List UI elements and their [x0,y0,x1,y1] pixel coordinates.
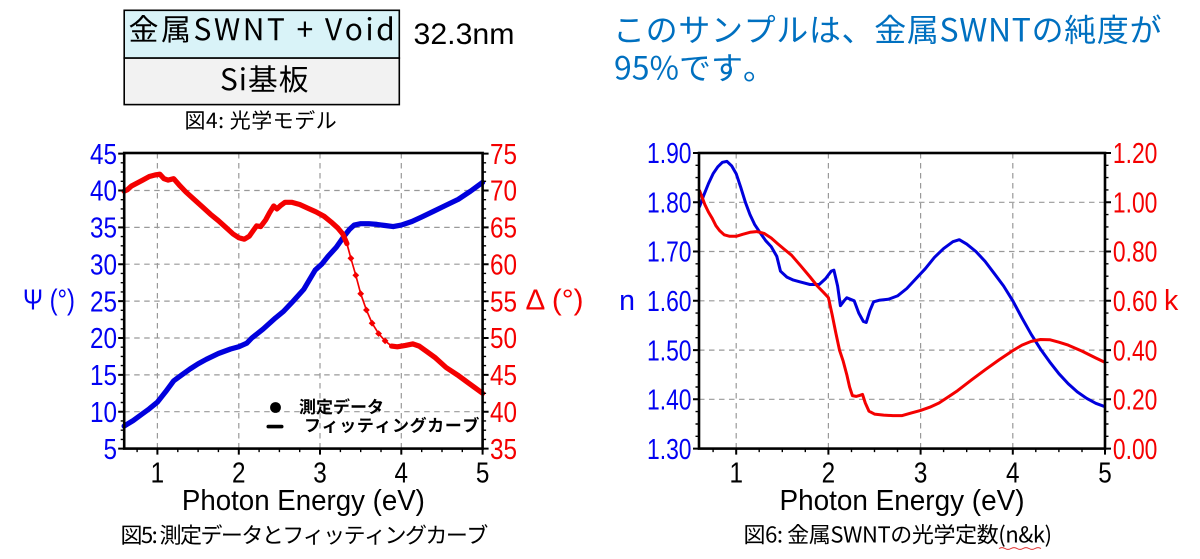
svg-text:Δ (°): Δ (°) [526,285,584,317]
svg-text:1.80: 1.80 [647,188,692,220]
svg-text:35: 35 [90,213,117,245]
svg-text:10: 10 [90,397,117,429]
svg-text:25: 25 [90,286,117,318]
svg-text:1.70: 1.70 [647,237,692,269]
svg-text:n: n [619,285,635,317]
svg-text:75: 75 [490,139,517,171]
svg-text:20: 20 [90,323,117,355]
svg-text:3: 3 [914,458,928,490]
svg-text:50: 50 [490,323,517,355]
svg-text:1.90: 1.90 [647,138,692,170]
svg-text:3: 3 [313,458,327,490]
svg-text:55: 55 [490,286,517,318]
svg-text:Photon Energy (eV): Photon Energy (eV) [780,485,1025,517]
svg-text:35: 35 [490,434,517,466]
svg-text:70: 70 [490,176,517,208]
svg-text:65: 65 [490,213,517,245]
svg-text:0.80: 0.80 [1113,237,1158,269]
svg-text:1.00: 1.00 [1113,188,1158,220]
svg-text:0.00: 0.00 [1113,434,1158,466]
svg-text:1: 1 [729,458,743,490]
svg-text:0.60: 0.60 [1113,286,1158,318]
svg-text:45: 45 [490,360,517,392]
svg-text:1.50: 1.50 [647,335,692,367]
svg-text:40: 40 [490,397,517,429]
svg-text:0.40: 0.40 [1113,335,1158,367]
svg-text:30: 30 [90,249,117,281]
svg-text:32.3nm: 32.3nm [414,18,515,51]
svg-text:1: 1 [151,458,165,490]
svg-text:5: 5 [1098,458,1112,490]
svg-text:45: 45 [90,139,117,171]
svg-text:Ψ (°): Ψ (°) [23,285,75,317]
svg-text:2: 2 [822,458,836,490]
svg-text:4: 4 [395,458,409,490]
svg-text:60: 60 [490,249,517,281]
svg-text:Photon Energy (eV): Photon Energy (eV) [182,485,425,517]
svg-text:1.20: 1.20 [1113,138,1158,170]
svg-text:15: 15 [90,360,117,392]
svg-text:k: k [1164,285,1179,317]
svg-text:1.40: 1.40 [647,385,692,417]
svg-text:1.30: 1.30 [647,434,692,466]
svg-text:40: 40 [90,176,117,208]
svg-text:0.20: 0.20 [1113,385,1158,417]
svg-text:4: 4 [1006,458,1020,490]
svg-text:1.60: 1.60 [647,286,692,318]
svg-text:2: 2 [232,458,246,490]
svg-text:5: 5 [476,458,490,490]
svg-text:5: 5 [104,434,118,466]
